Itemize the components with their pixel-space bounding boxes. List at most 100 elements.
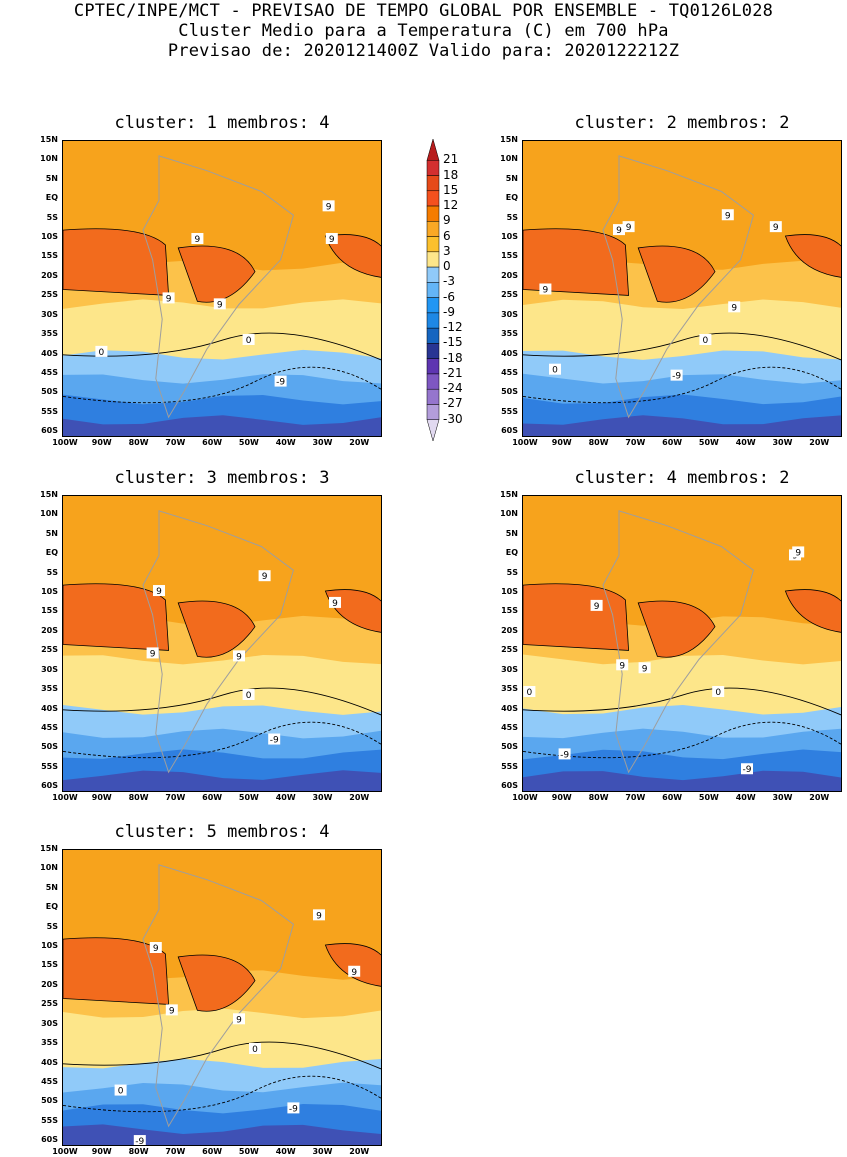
minus9-contour: [523, 366, 841, 404]
warm-region-west: [63, 583, 170, 651]
lat-tick-label: 35S: [41, 1038, 58, 1048]
colorbar-label: 0: [443, 259, 451, 274]
lat-tick-label: 15S: [501, 606, 518, 616]
svg-text:0: 0: [246, 336, 252, 346]
contour-label: 9: [539, 283, 552, 296]
coastline: [142, 510, 294, 774]
lat-tick-label: 5S: [506, 212, 518, 222]
svg-text:-9: -9: [743, 765, 752, 775]
colorbar-label: -27: [443, 396, 463, 411]
lat-tick-label: 10N: [40, 509, 58, 519]
panel-title: cluster: 5 membros: 4: [114, 822, 330, 842]
svg-text:9: 9: [262, 572, 268, 582]
header-line-3: Previsao de: 2020121400Z Valido para: 20…: [167, 41, 680, 61]
lat-tick-label: 60S: [41, 1135, 58, 1145]
svg-text:9: 9: [616, 226, 622, 236]
colorbar-swatch: [426, 236, 440, 253]
contour-label: 0: [242, 333, 255, 346]
colorbar-swatch: [426, 419, 440, 442]
svg-text:9: 9: [166, 294, 172, 304]
header-line-1: CPTEC/INPE/MCT - PREVISAO DE TEMPO GLOBA…: [73, 1, 774, 21]
lat-tick-label: 55S: [501, 406, 518, 416]
colorbar-label: 21: [443, 152, 459, 167]
colorbar-swatches: [426, 138, 440, 442]
svg-text:0: 0: [246, 691, 252, 701]
contour-label: 9: [348, 965, 361, 978]
lat-tick-label: 25S: [501, 290, 518, 300]
lon-tick-label: 20W: [349, 793, 370, 802]
lat-tick-label: 55S: [41, 406, 58, 416]
lon-tick-label: 60W: [202, 438, 223, 447]
svg-text:0: 0: [118, 1087, 124, 1097]
lat-tick-label: 40S: [501, 703, 518, 713]
svg-text:0: 0: [552, 366, 558, 376]
lat-tick-label: 50S: [41, 742, 58, 752]
colorbar-label: -21: [443, 365, 463, 380]
svg-text:0: 0: [527, 688, 533, 698]
lat-tick-label: 25S: [501, 645, 518, 655]
zero-contour: [63, 1041, 381, 1070]
lon-tick-label: 70W: [625, 793, 646, 802]
lat-tick-label: EQ: [45, 548, 58, 558]
lat-tick-label: 20S: [41, 270, 58, 280]
coastline: [142, 155, 294, 419]
lon-tick-label: 70W: [165, 438, 186, 447]
lon-tick-label: 30W: [312, 438, 333, 447]
colorbar-swatch: [426, 266, 440, 283]
lat-tick-label: 45S: [41, 722, 58, 732]
colorbar-label: 18: [443, 167, 459, 182]
lon-tick-label: 50W: [698, 793, 719, 802]
lat-tick-label: 40S: [501, 348, 518, 358]
lon-tick-label: 20W: [349, 438, 370, 447]
colorbar-label: -15: [443, 335, 463, 350]
minus9-contour: [63, 1075, 381, 1113]
lat-tick-label: 25S: [41, 999, 58, 1009]
svg-text:9: 9: [156, 587, 162, 597]
contour-label: 9: [792, 546, 805, 558]
minus9-contour: [63, 366, 381, 404]
svg-text:9: 9: [329, 235, 335, 245]
lat-tick-label: 25S: [41, 645, 58, 655]
lat-tick-label: 10N: [40, 863, 58, 873]
warm-region-continent: [177, 954, 256, 1012]
lat-tick-label: 20S: [501, 625, 518, 635]
contour-label: -9: [268, 733, 281, 746]
lon-tick-label: 80W: [128, 1147, 149, 1156]
lat-tick-label: 15S: [41, 251, 58, 261]
colorbar-swatch: [426, 205, 440, 222]
colorbar-label: -6: [443, 289, 455, 304]
lat-tick-label: 55S: [41, 1115, 58, 1125]
lat-tick-label: 35S: [501, 329, 518, 339]
contour-label: 0: [549, 363, 561, 376]
colorbar-swatch: [426, 297, 440, 314]
colorbar-label: -9: [443, 304, 455, 319]
lon-tick-label: 80W: [588, 793, 609, 802]
lat-tick-label: 30S: [501, 309, 518, 319]
colorbar-swatch: [426, 251, 440, 268]
contour-label: 9: [325, 233, 338, 245]
lat-tick-label: 35S: [41, 329, 58, 339]
lat-tick-label: 15N: [40, 844, 58, 853]
lat-tick-label: 10N: [500, 154, 518, 164]
lat-tick-label: 50S: [41, 1096, 58, 1106]
contour-label: 0: [242, 688, 255, 701]
colorbar-label: 3: [443, 243, 451, 258]
svg-text:9: 9: [326, 202, 332, 212]
svg-text:0: 0: [715, 688, 721, 698]
svg-text:9: 9: [773, 223, 779, 233]
lat-tick-label: 15N: [40, 490, 58, 499]
lat-tick-label: 15S: [501, 251, 518, 261]
lat-tick-label: 50S: [501, 742, 518, 752]
svg-text:9: 9: [795, 548, 801, 558]
colorbar-label: 12: [443, 198, 459, 213]
svg-text:9: 9: [642, 664, 648, 674]
lat-tick-label: 45S: [501, 722, 518, 732]
contour-map: 9 9 9 9 9 0 0 -9 -9: [63, 850, 381, 1145]
contour-map: 9 9 9 9 9 0 0 -9: [63, 141, 381, 436]
coastline: [602, 155, 754, 419]
panel-title: cluster: 1 membros: 4: [114, 113, 330, 133]
contour-label: -9: [670, 369, 683, 382]
